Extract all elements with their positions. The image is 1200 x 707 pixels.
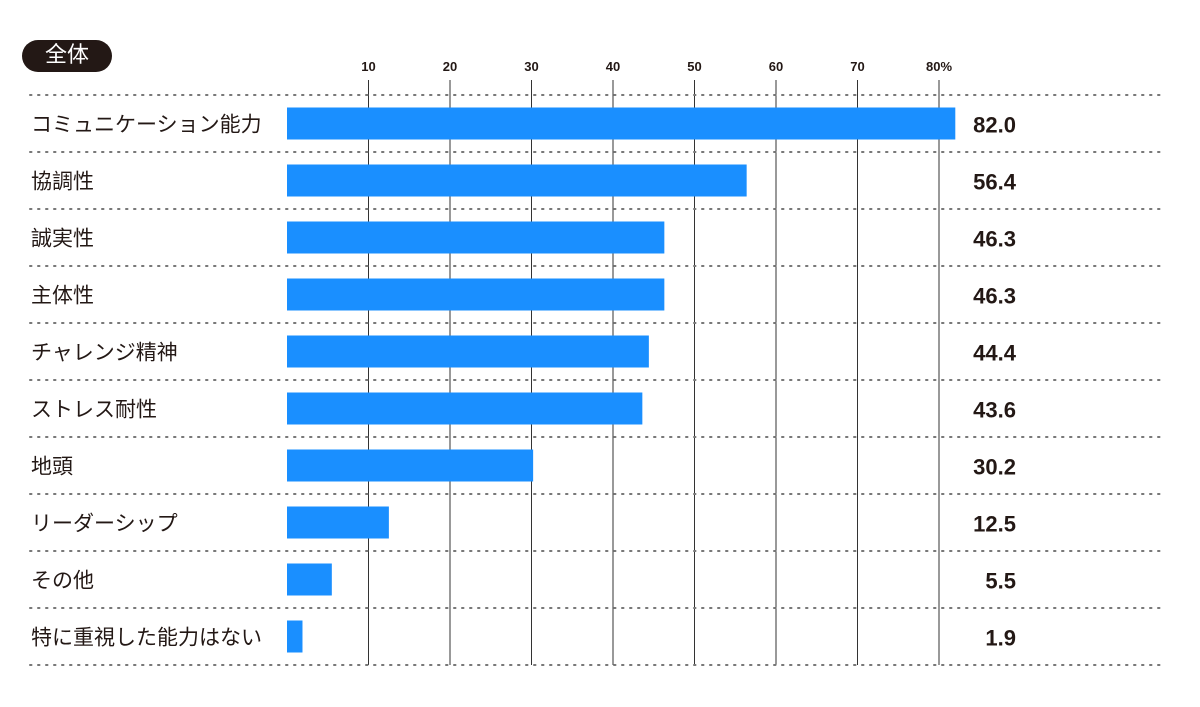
bar — [287, 392, 643, 425]
bar — [287, 563, 332, 596]
value-label: 5.5 — [985, 569, 1016, 594]
tick-label: 20 — [443, 59, 457, 74]
tick-label: 30 — [524, 59, 538, 74]
bar — [287, 278, 665, 311]
value-label: 46.3 — [973, 227, 1016, 252]
bar — [287, 620, 303, 653]
tick-label: 70 — [850, 59, 864, 74]
tick-label: 60 — [769, 59, 783, 74]
tick-label: 50 — [687, 59, 701, 74]
bar — [287, 449, 534, 482]
value-label: 56.4 — [973, 170, 1017, 195]
value-label: 46.3 — [973, 284, 1016, 309]
value-label: 44.4 — [973, 341, 1017, 366]
tick-label: 80% — [926, 59, 952, 74]
category-label: 誠実性 — [31, 227, 94, 251]
tick-label: 10 — [361, 59, 375, 74]
category-label: ストレス耐性 — [31, 398, 157, 422]
bar — [287, 506, 389, 539]
value-label: 82.0 — [973, 113, 1016, 138]
category-label: コミュニケーション能力 — [31, 113, 262, 137]
category-label: その他 — [31, 569, 94, 593]
bar — [287, 335, 649, 368]
value-label: 12.5 — [973, 512, 1016, 537]
category-label: 協調性 — [31, 170, 94, 194]
value-label: 30.2 — [973, 455, 1016, 480]
category-label: チャレンジ精神 — [31, 341, 178, 365]
bar — [287, 164, 747, 197]
value-label: 1.9 — [985, 626, 1016, 651]
category-label: 主体性 — [31, 284, 94, 308]
tick-label: 40 — [606, 59, 620, 74]
category-label: リーダーシップ — [31, 512, 178, 536]
bar — [287, 107, 956, 140]
value-label: 43.6 — [973, 398, 1016, 423]
category-label: 地頭 — [31, 455, 73, 479]
category-label: 特に重視した能力はない — [31, 626, 262, 650]
group-badge: 全体 — [22, 40, 112, 72]
bar — [287, 221, 665, 254]
